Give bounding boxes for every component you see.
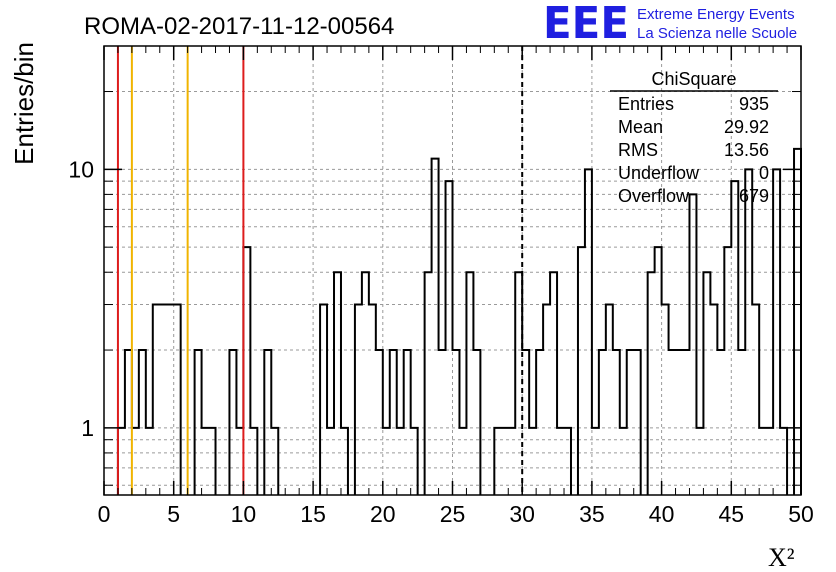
x-axis-label: X² xyxy=(768,543,795,572)
x-tick-label: 10 xyxy=(231,501,257,527)
stats-box: ChiSquare Entries 935 Mean 29.92 RMS 13.56 Und… xyxy=(610,69,778,206)
stats-label: Mean xyxy=(618,117,663,137)
stats-title: ChiSquare xyxy=(651,69,736,89)
x-tick-label: 15 xyxy=(300,501,326,527)
histogram-bars xyxy=(116,147,802,495)
stats-label: Underflow xyxy=(618,163,700,183)
x-tick-label: 0 xyxy=(98,501,111,527)
threshold-lines xyxy=(116,46,524,495)
x-tick-label: 40 xyxy=(649,501,675,527)
x-tick-label: 50 xyxy=(788,501,814,527)
y-tick-label: 10 xyxy=(68,156,94,182)
stats-label: RMS xyxy=(618,140,658,160)
stats-value: 0 xyxy=(759,163,769,183)
x-tick-label: 45 xyxy=(719,501,745,527)
axes: 0 5 10 15 20 25 30 35 40 45 50 1 10 xyxy=(68,46,814,527)
logo-mark: EEE xyxy=(543,0,629,49)
stats-value: 29.92 xyxy=(724,117,769,137)
eee-logo: EEE Extreme Energy Events La Scienza nel… xyxy=(543,0,797,49)
x-tick-label: 25 xyxy=(440,501,466,527)
stats-value: 13.56 xyxy=(724,140,769,160)
chart-title: ROMA-02-2017-11-12-00564 xyxy=(84,13,394,40)
x-tick-label: 5 xyxy=(167,501,180,527)
y-axis-label: Entries/bin xyxy=(9,42,39,165)
logo-line-1: Extreme Energy Events xyxy=(637,6,795,23)
logo-line-2: La Scienza nelle Scuole xyxy=(637,25,797,42)
y-tick-label: 1 xyxy=(81,415,94,441)
stats-value: 679 xyxy=(739,186,769,206)
x-tick-label: 35 xyxy=(579,501,605,527)
stats-value: 935 xyxy=(739,94,769,114)
x-tick-label: 20 xyxy=(370,501,396,527)
stats-label: Overflow xyxy=(618,186,690,206)
stats-label: Entries xyxy=(618,94,674,114)
x-tick-label: 30 xyxy=(509,501,535,527)
histogram-outline xyxy=(116,147,802,495)
